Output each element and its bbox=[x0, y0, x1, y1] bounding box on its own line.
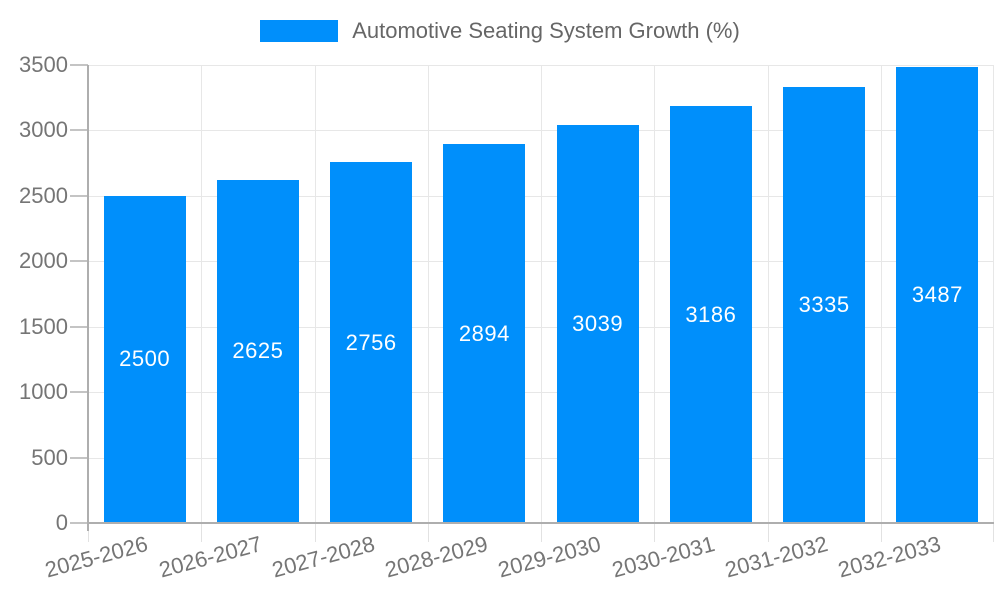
x-axis-tick bbox=[654, 524, 656, 542]
y-axis-tick-label: 2000 bbox=[19, 248, 68, 274]
x-axis-tick bbox=[767, 524, 769, 542]
y-axis-tick-label: 1000 bbox=[19, 379, 68, 405]
y-axis-tick bbox=[70, 260, 88, 263]
x-axis-line bbox=[88, 522, 994, 524]
x-axis-category-label: 2025-2026 bbox=[42, 531, 151, 583]
x-axis-category-label: 2027-2028 bbox=[269, 531, 378, 583]
bar-value-label: 2500 bbox=[119, 346, 171, 372]
bar-value-label: 3039 bbox=[572, 311, 624, 337]
bar[interactable]: 3335 bbox=[783, 86, 866, 523]
x-axis-category-label: 2026-2027 bbox=[155, 531, 265, 583]
y-axis-tick bbox=[70, 194, 88, 197]
bar[interactable]: 2756 bbox=[330, 162, 413, 523]
y-axis-tick bbox=[70, 325, 88, 328]
bar[interactable]: 2625 bbox=[216, 179, 299, 523]
bar-value-label: 2894 bbox=[458, 320, 510, 346]
x-axis-tick bbox=[314, 524, 316, 542]
bar[interactable]: 2894 bbox=[443, 144, 526, 523]
legend[interactable]: Automotive Seating System Growth (%) bbox=[0, 18, 1000, 44]
v-gridline bbox=[201, 65, 203, 523]
v-gridline bbox=[993, 65, 994, 523]
y-axis-line bbox=[87, 65, 89, 531]
plot-area: 2500 2625 2756 2894 3039 3186 3335 3487 bbox=[88, 65, 994, 524]
y-axis-tick bbox=[70, 64, 88, 66]
legend-series-label: Automotive Seating System Growth (%) bbox=[352, 18, 740, 43]
v-gridline bbox=[427, 65, 429, 523]
y-axis-tick-label: 3500 bbox=[19, 52, 68, 77]
bar[interactable]: 3186 bbox=[669, 106, 752, 523]
y-axis-tick bbox=[70, 456, 88, 459]
x-axis-tick bbox=[541, 524, 542, 542]
bar-value-label: 3186 bbox=[685, 301, 737, 327]
y-axis-tick-label: 1500 bbox=[19, 313, 68, 339]
x-axis-category-label: 2032-2033 bbox=[835, 531, 944, 583]
y-axis-tick-label: 500 bbox=[31, 444, 68, 470]
x-axis-tick bbox=[201, 524, 203, 542]
x-axis-tick bbox=[993, 524, 994, 542]
x-axis-category-label: 2029-2030 bbox=[495, 531, 604, 583]
x-axis-category-label: 2030-2031 bbox=[608, 531, 718, 583]
y-axis-tick bbox=[70, 522, 88, 524]
legend-marker-swatch bbox=[260, 20, 339, 42]
y-axis-tick-label: 2500 bbox=[19, 182, 68, 208]
v-gridline bbox=[314, 65, 316, 523]
bar-value-label: 2625 bbox=[232, 338, 284, 364]
bar[interactable]: 3039 bbox=[556, 125, 639, 523]
x-axis-category-label: 2028-2029 bbox=[382, 531, 491, 583]
bar-value-label: 2756 bbox=[345, 329, 397, 355]
v-gridline bbox=[541, 65, 542, 523]
x-axis-category-label: 2031-2032 bbox=[722, 531, 831, 583]
bar[interactable]: 2500 bbox=[103, 195, 186, 523]
bar-value-label: 3487 bbox=[911, 281, 963, 307]
x-axis-tick bbox=[880, 524, 882, 542]
y-axis-tick-label: 3000 bbox=[19, 117, 68, 143]
v-gridline bbox=[767, 65, 769, 523]
v-gridline bbox=[880, 65, 882, 523]
y-axis-tick bbox=[70, 129, 88, 132]
y-axis-tick bbox=[70, 391, 88, 394]
x-axis-tick bbox=[427, 524, 429, 542]
v-gridline bbox=[654, 65, 656, 523]
bar[interactable]: 3487 bbox=[896, 66, 979, 523]
y-axis-tick-label: 0 bbox=[55, 510, 68, 535]
x-axis-tick bbox=[88, 524, 89, 542]
bar-value-label: 3335 bbox=[798, 291, 850, 317]
